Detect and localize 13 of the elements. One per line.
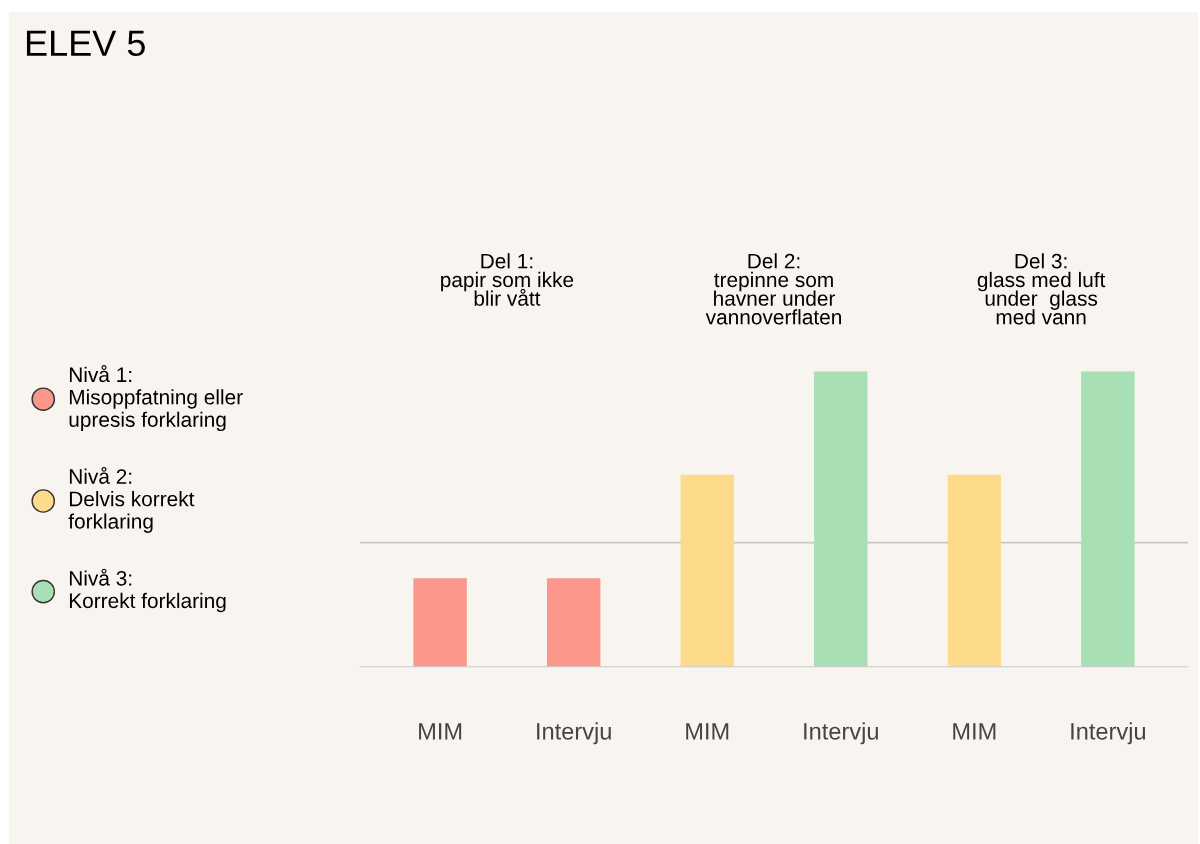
- text: Del 1: papir som ikke blir vått: [441, 253, 574, 306]
- x-tick-label: Intervju: [804, 722, 878, 745]
- chart-title: ELEV 5: [26, 30, 145, 57]
- text: Del 2: trepinne som havner under vannoverflaten: [705, 253, 841, 325]
- legend-label: Nivå 1: Misoppfatning eller upresis forklaring: [69, 365, 243, 432]
- x-tick-label: Intervju: [537, 722, 611, 745]
- x-tick-label: MIM: [953, 723, 996, 740]
- legend-label: Nivå 3: Korrekt forklaring: [69, 568, 226, 613]
- x-tick-label: Intervju: [1071, 722, 1146, 745]
- text: Del 3: glass med luft under glass med vann: [977, 253, 1106, 325]
- x-tick-label: MIM: [419, 723, 462, 740]
- legend-label: Nivå 2: Delvis korrekt forklaring: [68, 466, 195, 533]
- x-tick-label: MIM: [686, 723, 729, 740]
